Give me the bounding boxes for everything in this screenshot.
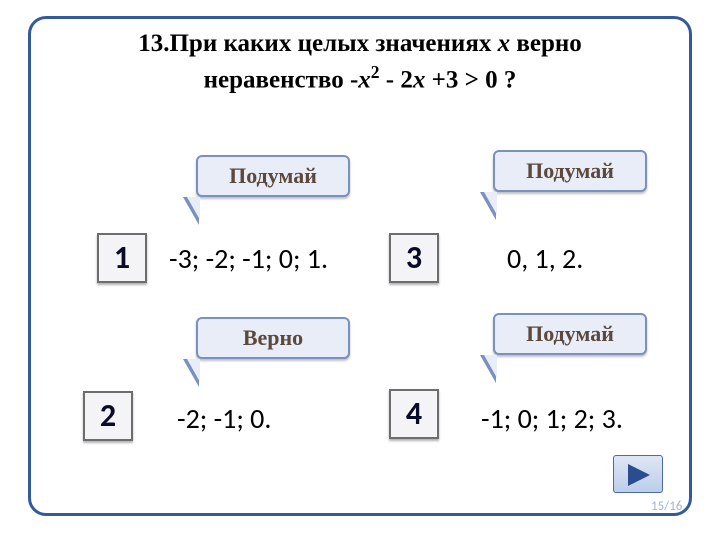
option-1-button[interactable]: 1	[97, 233, 147, 283]
option-2-answer: -2; -1; 0.	[177, 401, 271, 436]
option-3-answer: 0, 1, 2.	[507, 241, 583, 276]
option-2-button[interactable]: 2	[83, 391, 133, 441]
next-slide-button[interactable]	[613, 455, 663, 493]
feedback-bubble-3: Подумай	[493, 150, 647, 192]
option-4-button[interactable]: 4	[389, 389, 439, 439]
page-number: 15/16	[651, 499, 682, 514]
option-4-answer: -1; 0; 1; 2; 3.	[481, 401, 623, 436]
feedback-bubble-2: Верно	[196, 317, 350, 359]
slide-frame: 13.При каких целых значениях х верно нер…	[28, 16, 692, 516]
question-text: 13.При каких целых значениях х верно нер…	[31, 19, 689, 97]
option-3-button[interactable]: 3	[389, 233, 439, 283]
play-icon	[628, 464, 650, 486]
question-number: 13.	[138, 30, 169, 57]
feedback-bubble-1: Подумай	[196, 155, 350, 197]
option-1-answer: -3; -2; -1; 0; 1.	[169, 241, 328, 276]
feedback-bubble-4: Подумай	[493, 313, 647, 355]
